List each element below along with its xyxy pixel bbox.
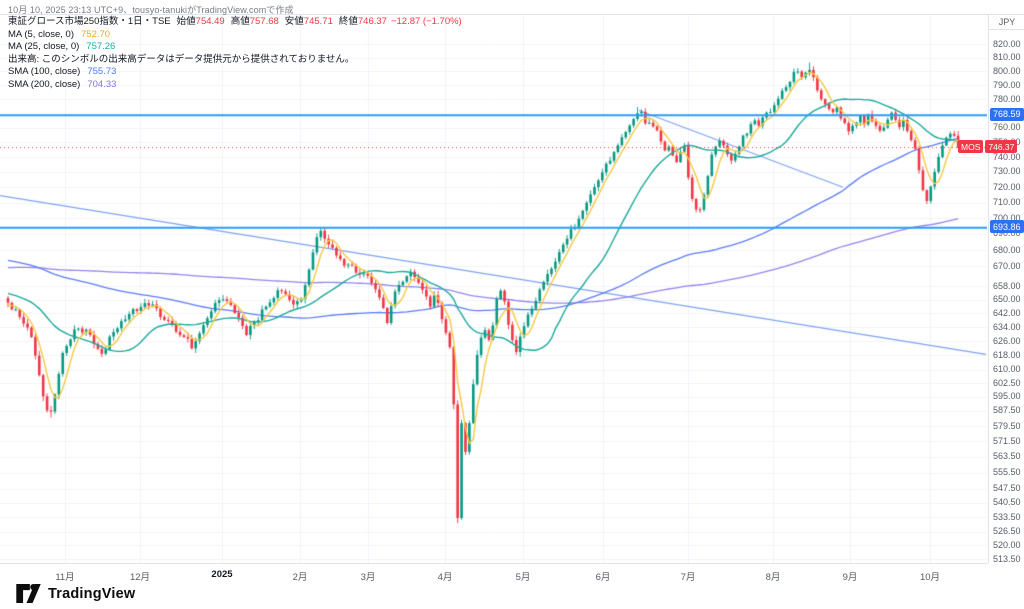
price-tick-label: 650.00 — [993, 294, 1021, 305]
close-value: 746.37 — [357, 16, 387, 27]
tradingview-logo-text: TradingView — [48, 585, 136, 602]
price-chart-canvas[interactable] — [0, 15, 987, 564]
price-tick-label: 520.00 — [993, 539, 1021, 550]
sma200-value: 704.33 — [87, 78, 117, 90]
price-tick-label: 658.00 — [993, 280, 1021, 291]
hline-price-label: 693.86 — [990, 220, 1024, 234]
symbol-title: 東証グロース市場250指数・1日・TSE — [8, 16, 171, 27]
indicator-row-ma5[interactable]: MA (5, close, 0) 752.70 — [8, 28, 462, 40]
time-axis-label: 4月 — [437, 572, 453, 583]
tradingview-footer[interactable]: TradingView — [16, 584, 135, 603]
price-tick-label: 595.00 — [993, 391, 1021, 402]
price-tick-label: 720.00 — [993, 181, 1021, 192]
price-tick-label: 513.50 — [993, 553, 1021, 564]
price-tick-label: 680.00 — [993, 244, 1021, 255]
price-tick-label: 690.00 — [993, 228, 1021, 239]
tradingview-logo-icon — [16, 584, 41, 603]
time-axis-label: 2月 — [292, 572, 308, 583]
last-price-label: MOS 746.37 — [958, 140, 1018, 154]
time-axis-label: 5月 — [515, 572, 531, 583]
open-value: 754.49 — [195, 16, 225, 27]
indicator-row-sma200[interactable]: SMA (200, close) 704.33 — [8, 78, 462, 90]
price-tick-label: 740.00 — [993, 151, 1021, 162]
sma200-label: SMA (200, close) — [8, 78, 81, 90]
time-axis-label: 8月 — [765, 572, 781, 583]
sma100-value: 755.73 — [87, 66, 117, 77]
symbol-ohlc-row[interactable]: 東証グロース市場250指数・1日・TSE 始値754.49 高値757.68 安… — [8, 16, 462, 27]
price-tick-label: 626.00 — [993, 335, 1021, 346]
price-tick-label: 563.50 — [993, 451, 1021, 462]
volume-note-row[interactable]: 出来高: このシンボルの出来高データはデータ提供元から提供されておりません。 — [8, 53, 462, 65]
ma25-value: 757.26 — [86, 41, 116, 52]
price-tick-label: 700.00 — [993, 212, 1021, 223]
price-tick-label: 547.50 — [993, 483, 1021, 493]
sma100-label: SMA (100, close) — [8, 66, 81, 77]
price-tick-label: 810.00 — [993, 52, 1021, 63]
attribution-text: 10月 10, 2025 23:13 UTC+9、tousyo-tanukiがT… — [8, 5, 294, 15]
price-axis[interactable]: JPY 820.00 810.00 800.00 790.00 780.00 760.00… — [988, 14, 1024, 564]
open-label: 始値 — [176, 16, 196, 27]
chart-frame — [0, 14, 1024, 564]
last-price-value: 746.37 — [985, 140, 1018, 154]
price-tick-label: 760.00 — [993, 122, 1021, 133]
high-label: 高値 — [230, 16, 250, 27]
time-axis[interactable]: 11月 12月 2025 2月 3月 4月 5月 6月 7月 8月 9月 10月 — [0, 563, 988, 586]
volume-note: 出来高: このシンボルの出来高データはデータ提供元から提供されておりません。 — [8, 53, 355, 65]
ma5-value: 752.70 — [81, 28, 111, 40]
price-tick-label: 587.50 — [993, 405, 1021, 416]
price-tick-label: 579.50 — [993, 420, 1021, 431]
indicator-row-sma100[interactable]: SMA (100, close) 755.73 — [8, 66, 462, 77]
price-tick-label: 710.00 — [993, 197, 1021, 208]
market-status-badge: MOS — [958, 140, 984, 154]
price-tick-label: 610.00 — [993, 364, 1021, 375]
chart-legend: 東証グロース市場250指数・1日・TSE 始値754.49 高値757.68 安… — [8, 17, 462, 92]
time-axis-label: 11月 — [55, 572, 75, 583]
price-tick-label: 618.00 — [993, 349, 1021, 360]
indicator-row-ma25[interactable]: MA (25, close, 0) 757.26 — [8, 41, 462, 52]
price-tick-label: 800.00 — [993, 65, 1021, 76]
price-tick-label: 571.50 — [993, 435, 1021, 446]
price-tick-label: 540.50 — [993, 497, 1021, 508]
low-value: 745.71 — [303, 16, 333, 27]
change-value: −12.87 (−1.70%) — [390, 16, 462, 27]
price-tick-label: 642.00 — [993, 307, 1021, 318]
high-value: 757.68 — [249, 16, 279, 27]
currency-label: JPY — [989, 14, 1024, 30]
price-tick-label: 730.00 — [993, 166, 1021, 177]
time-axis-label: 10月 — [919, 572, 941, 583]
time-axis-label: 6月 — [595, 572, 611, 583]
low-label: 安値 — [284, 16, 304, 27]
price-tick-label: 602.50 — [993, 377, 1021, 388]
price-tick-label: 670.00 — [993, 260, 1021, 271]
price-tick-label: 526.50 — [993, 526, 1021, 537]
price-tick-label: 790.00 — [993, 79, 1021, 90]
time-axis-label: 7月 — [680, 572, 696, 583]
time-axis-label: 2025 — [211, 569, 233, 580]
close-label: 終値 — [338, 16, 358, 27]
time-axis-label: 9月 — [842, 572, 858, 583]
time-axis-label: 3月 — [360, 572, 376, 583]
time-axis-label: 12月 — [129, 572, 151, 583]
price-tick-label: 634.00 — [993, 321, 1021, 332]
hline-price-label: 768.59 — [990, 107, 1024, 121]
price-tick-label: 820.00 — [993, 38, 1021, 49]
ma5-label: MA (5, close, 0) — [8, 28, 74, 40]
ma25-label: MA (25, close, 0) — [8, 41, 80, 52]
price-tick-label: 555.50 — [993, 467, 1021, 478]
price-tick-label: 533.50 — [993, 511, 1021, 522]
price-tick-label: 780.00 — [993, 93, 1021, 104]
